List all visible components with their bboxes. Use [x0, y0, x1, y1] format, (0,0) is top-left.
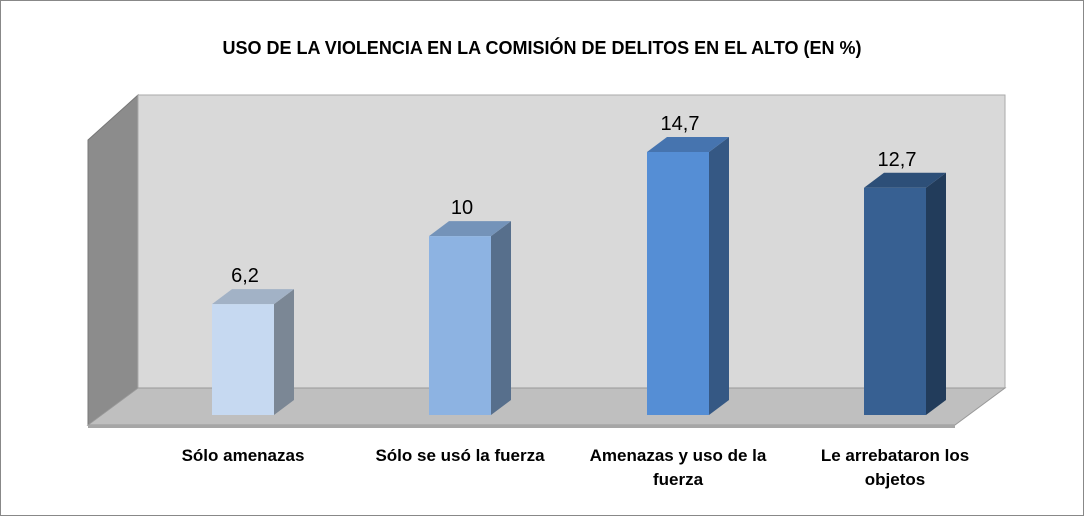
value-label: 12,7	[878, 149, 917, 171]
bar	[647, 137, 729, 415]
bar	[212, 289, 294, 415]
floor-edge	[88, 425, 955, 428]
bar-front	[212, 304, 274, 415]
bar	[864, 172, 946, 415]
bar-side	[926, 172, 946, 415]
x-tick-label: Amenazas y uso de la fuerza	[589, 446, 767, 489]
bar-side	[709, 137, 729, 415]
x-tick-label: Sólo se usó la fuerza	[375, 446, 545, 465]
bar-side	[274, 289, 294, 415]
value-label: 6,2	[231, 265, 259, 287]
chart-title: USO DE LA VIOLENCIA EN LA COMISIÓN DE DE…	[222, 37, 861, 58]
bar-top	[212, 289, 294, 305]
bar-top	[864, 172, 946, 188]
bar-front	[429, 236, 491, 415]
value-label: 14,7	[661, 113, 700, 135]
bar-front	[647, 152, 709, 415]
bar-side	[491, 221, 511, 415]
x-tick-label: Sólo amenazas	[181, 446, 305, 465]
bar-top	[647, 137, 729, 152]
bar-top	[429, 221, 511, 237]
value-label: 10	[451, 197, 473, 219]
x-tick-label: Le arrebataron los objetos	[820, 446, 970, 489]
bar-front	[864, 187, 926, 415]
side-wall	[87, 93, 139, 426]
bar	[429, 221, 511, 415]
